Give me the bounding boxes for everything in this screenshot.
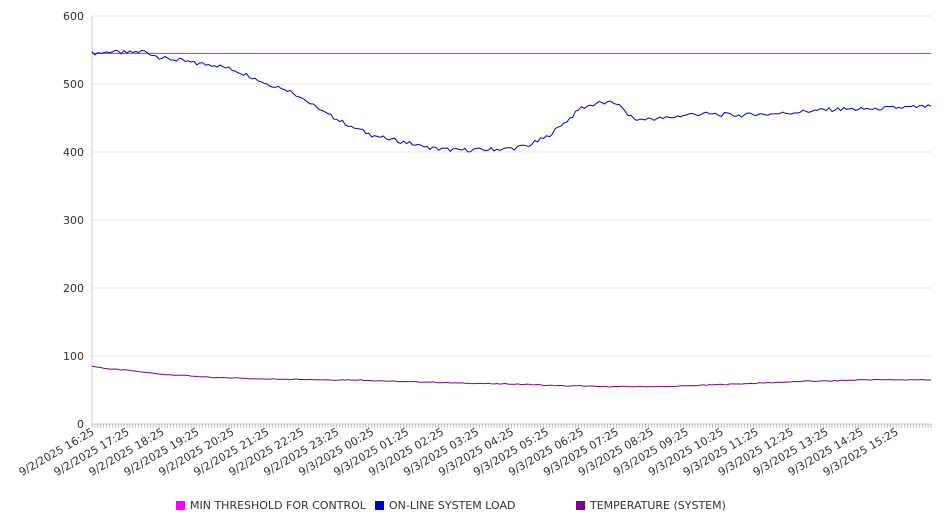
series-line-temperature-system — [91, 365, 932, 388]
legend-swatch-temperature-system — [576, 501, 585, 510]
legend-label-temperature-system: TEMPERATURE (SYSTEM) — [589, 499, 726, 512]
y-tick-label: 500 — [63, 78, 84, 91]
y-tick-label: 200 — [63, 282, 84, 295]
y-tick-label: 300 — [63, 214, 84, 227]
legend-swatch-on-line-system-load — [375, 501, 384, 510]
legend-swatch-min-threshold-for-control — [176, 501, 185, 510]
legend-label-min-threshold-for-control: MIN THRESHOLD FOR CONTROL — [190, 499, 367, 512]
series-line-on-line-system-load — [91, 49, 932, 153]
legend-label-on-line-system-load: ON-LINE SYSTEM LOAD — [389, 499, 515, 512]
y-tick-label: 600 — [63, 10, 84, 23]
y-tick-label: 100 — [63, 350, 84, 363]
y-tick-label: 400 — [63, 146, 84, 159]
y-tick-label: 0 — [77, 418, 84, 431]
